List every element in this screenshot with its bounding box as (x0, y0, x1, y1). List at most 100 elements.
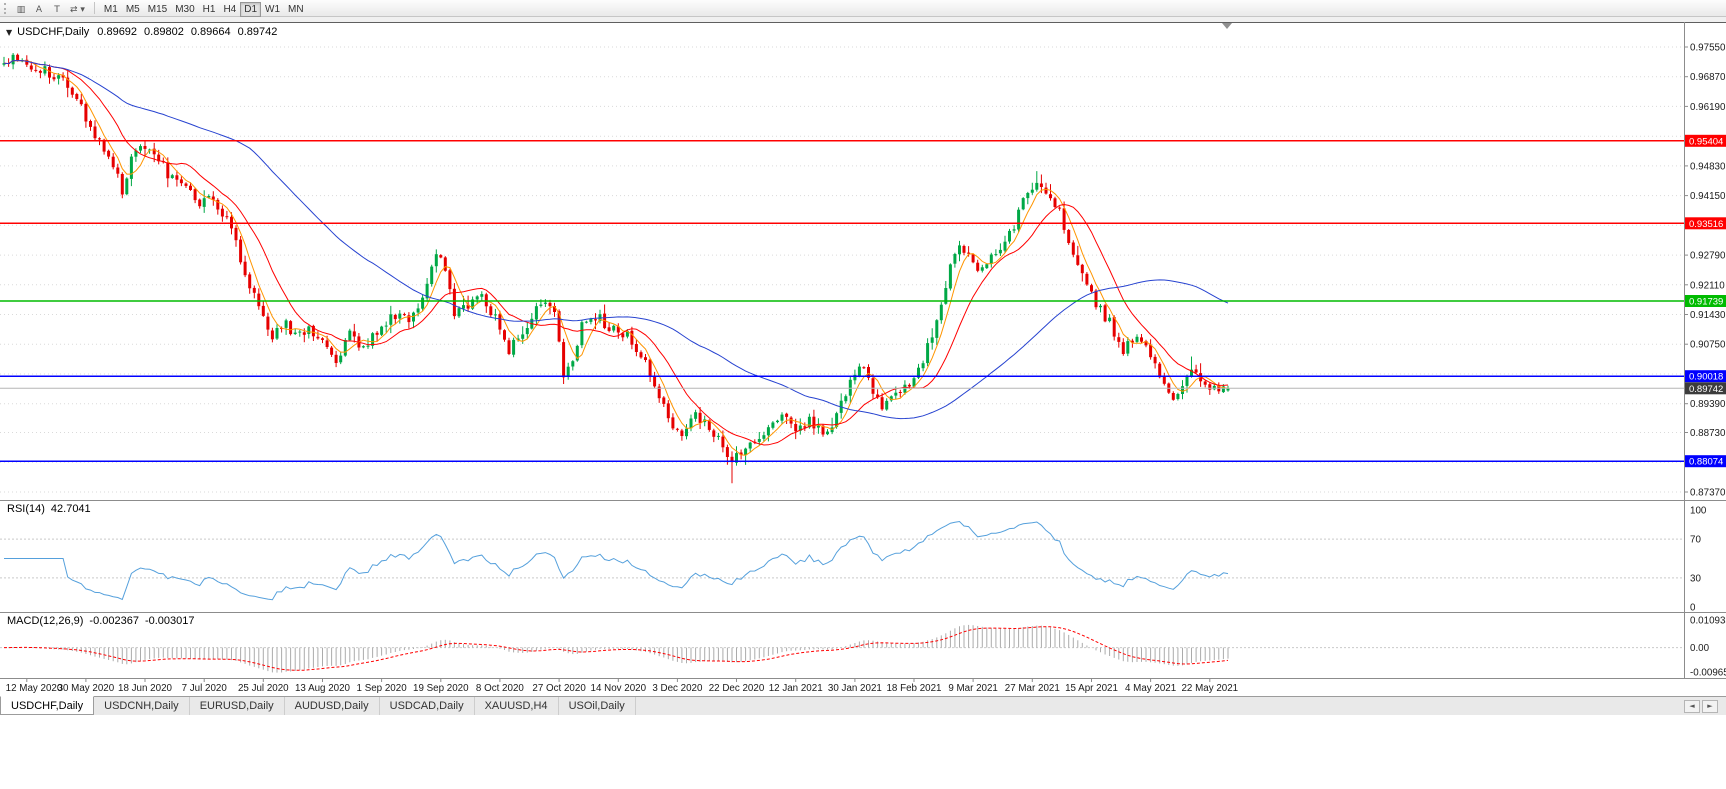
timeframe-m1-button[interactable]: M1 (100, 2, 122, 17)
price-tag-0.93516: 0.93516 (1685, 217, 1726, 230)
chart-tab-xauusd[interactable]: XAUUSD,H4 (475, 697, 559, 715)
svg-text:0.90750: 0.90750 (1690, 340, 1726, 351)
chart-tab-usdchf[interactable]: USDCHF,Daily (0, 696, 95, 715)
toolbar: ▥ A T ⇄ ▾ M1 M5 M15 M30 H1 H4 D1 W1 MN (0, 0, 1726, 18)
macd-axis-labels[interactable]: 0.010933 0.00 -0.009653 (1690, 616, 1726, 679)
ohlc-open: 0.89692 (97, 26, 138, 38)
tabs-scroll-right-button[interactable]: ► (1702, 699, 1718, 713)
svg-text:0.90018: 0.90018 (1689, 372, 1723, 383)
svg-text:7 Jul 2020: 7 Jul 2020 (182, 683, 228, 694)
window-gap (0, 17, 1726, 22)
svg-text:30 May 2020: 30 May 2020 (58, 683, 115, 694)
chart-symbol-period: USDCHF,Daily (17, 26, 90, 38)
tabs-scroll-left-button[interactable]: ◄ (1684, 699, 1700, 713)
chart-plot-area[interactable] (0, 22, 1684, 500)
price-axis-labels[interactable]: 0.97550 0.96870 0.96190 0.94830 0.94150 0.927… (1690, 43, 1726, 499)
svg-text:18 Feb 2021: 18 Feb 2021 (886, 683, 941, 694)
svg-text:0.92790: 0.92790 (1690, 251, 1726, 262)
chart-tab-usdcnh[interactable]: USDCNH,Daily (94, 697, 190, 715)
svg-text:-0.009653: -0.009653 (1690, 668, 1726, 679)
svg-text:0.91739: 0.91739 (1689, 297, 1723, 308)
chart-window-icon-button[interactable]: ▥ (12, 2, 30, 17)
timeframe-m30-button[interactable]: M30 (171, 2, 198, 17)
rsi-axis-labels[interactable]: 100 70 30 0 (1690, 506, 1707, 614)
svg-text:0.89390: 0.89390 (1690, 399, 1726, 410)
svg-text:30 Jan 2021: 30 Jan 2021 (828, 683, 882, 694)
svg-text:0.95404: 0.95404 (1689, 136, 1723, 147)
chart-tab-eurusd[interactable]: EURUSD,Daily (190, 697, 285, 715)
svg-text:0.94150: 0.94150 (1690, 191, 1726, 202)
svg-text:0.010933: 0.010933 (1690, 616, 1726, 627)
chart-shift-marker[interactable] (1222, 23, 1232, 29)
svg-text:4 May 2021: 4 May 2021 (1125, 683, 1176, 694)
svg-text:0.88730: 0.88730 (1690, 428, 1726, 439)
svg-text:0.87370: 0.87370 (1690, 488, 1726, 499)
grid-lines (0, 46, 1684, 493)
annotation-letter-a-button[interactable]: A (30, 2, 48, 17)
rsi-indicator-label: RSI(14) 42.7041 (7, 503, 91, 515)
tab-scroll-controls: ◄ ► (1684, 697, 1726, 715)
rsi-name: RSI(14) (7, 503, 45, 515)
macd-signal-value: -0.003017 (144, 615, 195, 627)
timeframe-m5-button[interactable]: M5 (122, 2, 144, 17)
chart-tab-usdcad[interactable]: USDCAD,Daily (380, 697, 475, 715)
rsi-value: 42.7041 (50, 503, 91, 515)
svg-text:22 May 2021: 22 May 2021 (1181, 683, 1238, 694)
text-tool-button[interactable]: T (48, 2, 66, 17)
macd-histogram (12, 624, 1229, 673)
svg-text:19 Sep 2020: 19 Sep 2020 (413, 683, 469, 694)
svg-text:0.92110: 0.92110 (1690, 280, 1725, 291)
timeframe-d1-button[interactable]: D1 (240, 2, 262, 18)
ma-13-line (3, 60, 1229, 446)
svg-text:100: 100 (1690, 506, 1707, 517)
svg-text:12 Jan 2021: 12 Jan 2021 (769, 683, 823, 694)
toolbar-separator (93, 2, 95, 14)
price-tag-0.90018: 0.90018 (1685, 370, 1726, 383)
toolbar-grip[interactable] (4, 2, 8, 14)
macd-signal-line (4, 626, 1229, 671)
timeframe-h1-button[interactable]: H1 (199, 2, 220, 17)
chart-tabs: USDCHF,Daily USDCNH,Daily EURUSD,Daily AUDU… (0, 696, 636, 715)
svg-text:27 Oct 2020: 27 Oct 2020 (532, 683, 586, 694)
timeframe-w1-button[interactable]: W1 (261, 2, 284, 17)
svg-text:0.88074: 0.88074 (1689, 457, 1723, 468)
toolbar-tool-buttons: ▥ A T ⇄ ▾ (12, 0, 89, 17)
one-click-trading-icon[interactable]: ▼ (6, 27, 13, 37)
price-tag-0.95404: 0.95404 (1685, 134, 1726, 147)
svg-text:18 Jun 2020: 18 Jun 2020 (118, 683, 172, 694)
svg-text:13 Aug 2020: 13 Aug 2020 (295, 683, 351, 694)
ohlc-close: 0.89742 (237, 26, 278, 38)
macd-indicator-label: MACD(12,26,9) -0.002367 -0.003017 (7, 615, 195, 627)
svg-text:3 Dec 2020: 3 Dec 2020 (652, 683, 703, 694)
svg-text:15 Apr 2021: 15 Apr 2021 (1065, 683, 1118, 694)
svg-text:0.96870: 0.96870 (1690, 72, 1726, 83)
price-tag-0.88074: 0.88074 (1685, 455, 1726, 468)
scale-dropdown-button[interactable]: ⇄ ▾ (66, 2, 89, 17)
chart-tab-audusd[interactable]: AUDUSD,Daily (285, 697, 380, 715)
ma-5-line (3, 60, 1229, 456)
chart-tab-usoil[interactable]: USOil,Daily (559, 697, 636, 715)
svg-text:14 Nov 2020: 14 Nov 2020 (591, 683, 647, 694)
svg-text:27 Mar 2021: 27 Mar 2021 (1005, 683, 1060, 694)
timeframe-m15-button[interactable]: M15 (144, 2, 171, 17)
chart-background (0, 22, 1726, 696)
ohlc-high: 0.89802 (144, 26, 184, 38)
svg-text:25 Jul 2020: 25 Jul 2020 (238, 683, 289, 694)
svg-text:1 Sep 2020: 1 Sep 2020 (357, 683, 408, 694)
pane-separators[interactable] (0, 500, 1726, 679)
svg-text:0.94830: 0.94830 (1690, 161, 1726, 172)
price-tag-0.91739: 0.91739 (1685, 295, 1726, 308)
svg-text:0.00: 0.00 (1690, 643, 1710, 654)
svg-text:0.89742: 0.89742 (1689, 384, 1723, 395)
macd-name: MACD(12,26,9) (7, 615, 84, 627)
timeframe-h4-button[interactable]: H4 (219, 2, 240, 17)
ohlc-low: 0.89664 (190, 26, 231, 38)
svg-text:0.91430: 0.91430 (1690, 310, 1726, 321)
svg-text:9 Mar 2021: 9 Mar 2021 (948, 683, 998, 694)
rsi-line (4, 520, 1229, 601)
timeframe-mn-button[interactable]: MN (284, 2, 308, 17)
time-axis-ticks (26, 678, 1211, 682)
